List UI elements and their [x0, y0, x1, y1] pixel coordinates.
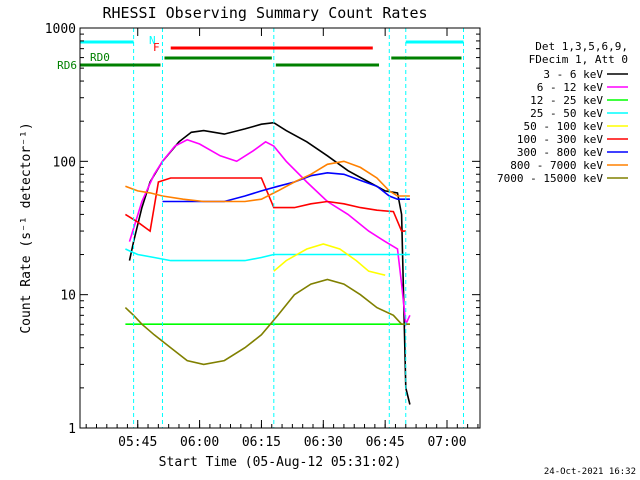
series-line-1 — [128, 138, 411, 328]
chart-marks: NF RD0 RD6 — [57, 28, 465, 428]
legend-label-8: 7000 - 15000 keV — [497, 172, 603, 185]
flag-n-label: N — [149, 34, 156, 47]
y-tick-label-2: 100 — [53, 155, 76, 170]
plot-frame — [79, 27, 481, 429]
legend-header-0: Det 1,3,5,6,9, — [535, 40, 628, 53]
rd0-label: RD0 — [90, 51, 110, 64]
y-axis-label: Count Rate (s⁻¹ detector⁻¹) — [19, 122, 34, 333]
rd6-label: RD6 — [57, 59, 77, 72]
legend-label-5: 100 - 300 keV — [517, 133, 603, 146]
series-line-4 — [273, 243, 386, 276]
footer-timestamp: 24-Oct-2021 16:32 — [544, 467, 636, 477]
legend-label-3: 25 - 50 keV — [530, 107, 603, 120]
series-line-5 — [124, 177, 406, 233]
legend-label-2: 12 - 25 keV — [530, 94, 603, 107]
series-line-3 — [125, 248, 410, 262]
legend-label-4: 50 - 100 keV — [524, 120, 604, 133]
y-tick-label-1: 10 — [60, 289, 76, 304]
x-tick-label-1: 06:00 — [180, 435, 219, 450]
y-axis: 1 10 100 1000 — [45, 22, 480, 437]
x-axis-label: Start Time (05-Aug-12 05:31:02) — [159, 455, 402, 470]
flag-f-label: F — [153, 41, 160, 54]
legend-label-7: 800 - 7000 keV — [510, 159, 603, 172]
x-tick-label-4: 06:45 — [366, 435, 405, 450]
x-tick-label-3: 06:30 — [304, 435, 343, 450]
series-line-8 — [124, 278, 410, 366]
x-tick-label-0: 05:45 — [118, 435, 157, 450]
chart-title: RHESSI Observing Summary Count Rates — [102, 4, 427, 22]
x-axis: 05:45 06:00 06:15 06:30 06:45 07:00 — [85, 28, 479, 450]
legend-label-0: 3 - 6 keV — [543, 68, 603, 81]
x-tick-label-2: 06:15 — [242, 435, 281, 450]
y-tick-label-0: 1 — [68, 422, 76, 437]
legend-label-1: 6 - 12 keV — [537, 81, 604, 94]
legend-label-6: 300 - 800 keV — [517, 146, 603, 159]
legend-header-1: FDecim 1, Att 0 — [529, 53, 628, 66]
y-tick-label-3: 1000 — [45, 22, 76, 37]
legend: Det 1,3,5,6,9,FDecim 1, Att 0 3 - 6 keV6 … — [497, 40, 628, 185]
x-tick-label-5: 07:00 — [427, 435, 466, 450]
